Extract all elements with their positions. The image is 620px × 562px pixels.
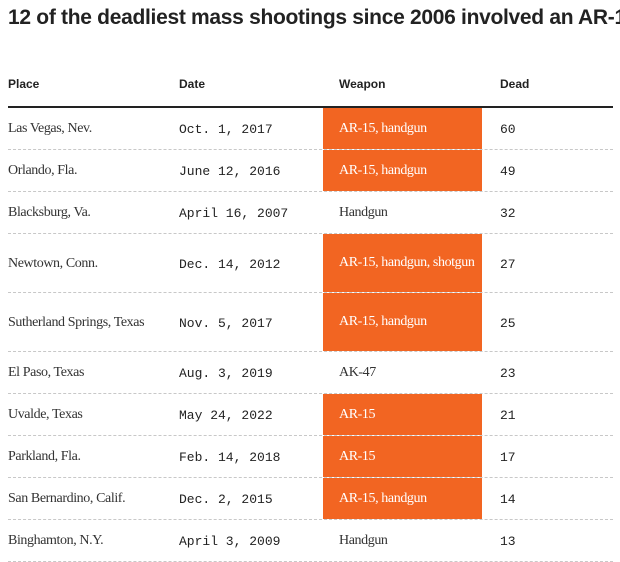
table-row: Uvalde, Texas May 24, 2022 AR-15 21 <box>8 394 613 436</box>
place-cell: El Paso, Texas <box>8 365 84 380</box>
weapon-cell: AK-47 <box>339 364 376 380</box>
weapon-cell: AR-15, handgun, shotgun <box>323 234 482 292</box>
date-cell: June 12, 2016 <box>179 164 281 179</box>
dead-cell: 21 <box>500 408 516 423</box>
header-place: Place <box>8 77 40 91</box>
table-row: Parkland, Fla. Feb. 14, 2018 AR-15 17 <box>8 436 613 478</box>
place-cell: Parkland, Fla. <box>8 449 81 464</box>
header-date: Date <box>179 77 206 91</box>
chart-title: 12 of the deadliest mass shootings since… <box>8 6 620 29</box>
dead-cell: 14 <box>500 492 516 507</box>
dead-cell: 32 <box>500 206 516 221</box>
place-cell: Uvalde, Texas <box>8 407 83 422</box>
table-row: Binghamton, N.Y. April 3, 2009 Handgun 13 <box>8 520 613 562</box>
table-body: Las Vegas, Nev. Oct. 1, 2017 AR-15, handgu… <box>8 108 613 562</box>
date-cell: April 3, 2009 <box>179 534 281 549</box>
table-row: Sutherland Springs, Texas Nov. 5, 2017 AR-… <box>8 293 613 352</box>
weapon-cell: AR-15, handgun <box>323 150 482 191</box>
place-cell: Binghamton, N.Y. <box>8 533 104 548</box>
dead-cell: 13 <box>500 534 516 549</box>
weapon-cell: AR-15 <box>323 436 482 477</box>
weapon-cell: AR-15, handgun <box>323 108 482 149</box>
shootings-table: Place Date Weapon Dead Las Vegas, Nev. Oc… <box>8 66 613 562</box>
place-cell: Sutherland Springs, Texas <box>8 314 145 330</box>
table-row: Orlando, Fla. June 12, 2016 AR-15, handgun… <box>8 150 613 192</box>
place-cell: Orlando, Fla. <box>8 163 78 178</box>
table-row: San Bernardino, Calif. Dec. 2, 2015 AR-15,… <box>8 478 613 520</box>
table-row: El Paso, Texas Aug. 3, 2019 AK-47 23 <box>8 352 613 394</box>
date-cell: Nov. 5, 2017 <box>179 315 273 331</box>
date-cell: April 16, 2007 <box>179 206 289 221</box>
weapon-cell: AR-15 <box>323 394 482 435</box>
weapon-cell: AR-15, handgun <box>323 293 482 351</box>
date-cell: Aug. 3, 2019 <box>179 366 273 381</box>
dead-cell: 23 <box>500 366 516 381</box>
dead-cell: 17 <box>500 450 516 465</box>
table-row: Newtown, Conn. Dec. 14, 2012 AR-15, handgu… <box>8 234 613 293</box>
table-row: Blacksburg, Va. April 16, 2007 Handgun 32 <box>8 192 613 234</box>
date-cell: Feb. 14, 2018 <box>179 450 281 465</box>
table-header: Place Date Weapon Dead <box>8 66 613 108</box>
place-cell: Las Vegas, Nev. <box>8 121 92 136</box>
weapon-cell: AR-15, handgun <box>323 478 482 519</box>
table-row: Las Vegas, Nev. Oct. 1, 2017 AR-15, handgu… <box>8 108 613 150</box>
dead-cell: 25 <box>500 315 516 331</box>
dead-cell: 60 <box>500 122 516 137</box>
date-cell: Oct. 1, 2017 <box>179 122 273 137</box>
place-cell: San Bernardino, Calif. <box>8 491 126 506</box>
date-cell: May 24, 2022 <box>179 408 273 423</box>
dead-cell: 27 <box>500 256 516 272</box>
header-weapon: Weapon <box>339 77 386 91</box>
dead-cell: 49 <box>500 164 516 179</box>
date-cell: Dec. 14, 2012 <box>179 256 281 272</box>
header-dead: Dead <box>500 77 530 91</box>
weapon-cell: Handgun <box>339 532 388 548</box>
weapon-cell: Handgun <box>339 204 388 220</box>
place-cell: Blacksburg, Va. <box>8 205 91 220</box>
date-cell: Dec. 2, 2015 <box>179 492 273 507</box>
place-cell: Newtown, Conn. <box>8 255 98 271</box>
